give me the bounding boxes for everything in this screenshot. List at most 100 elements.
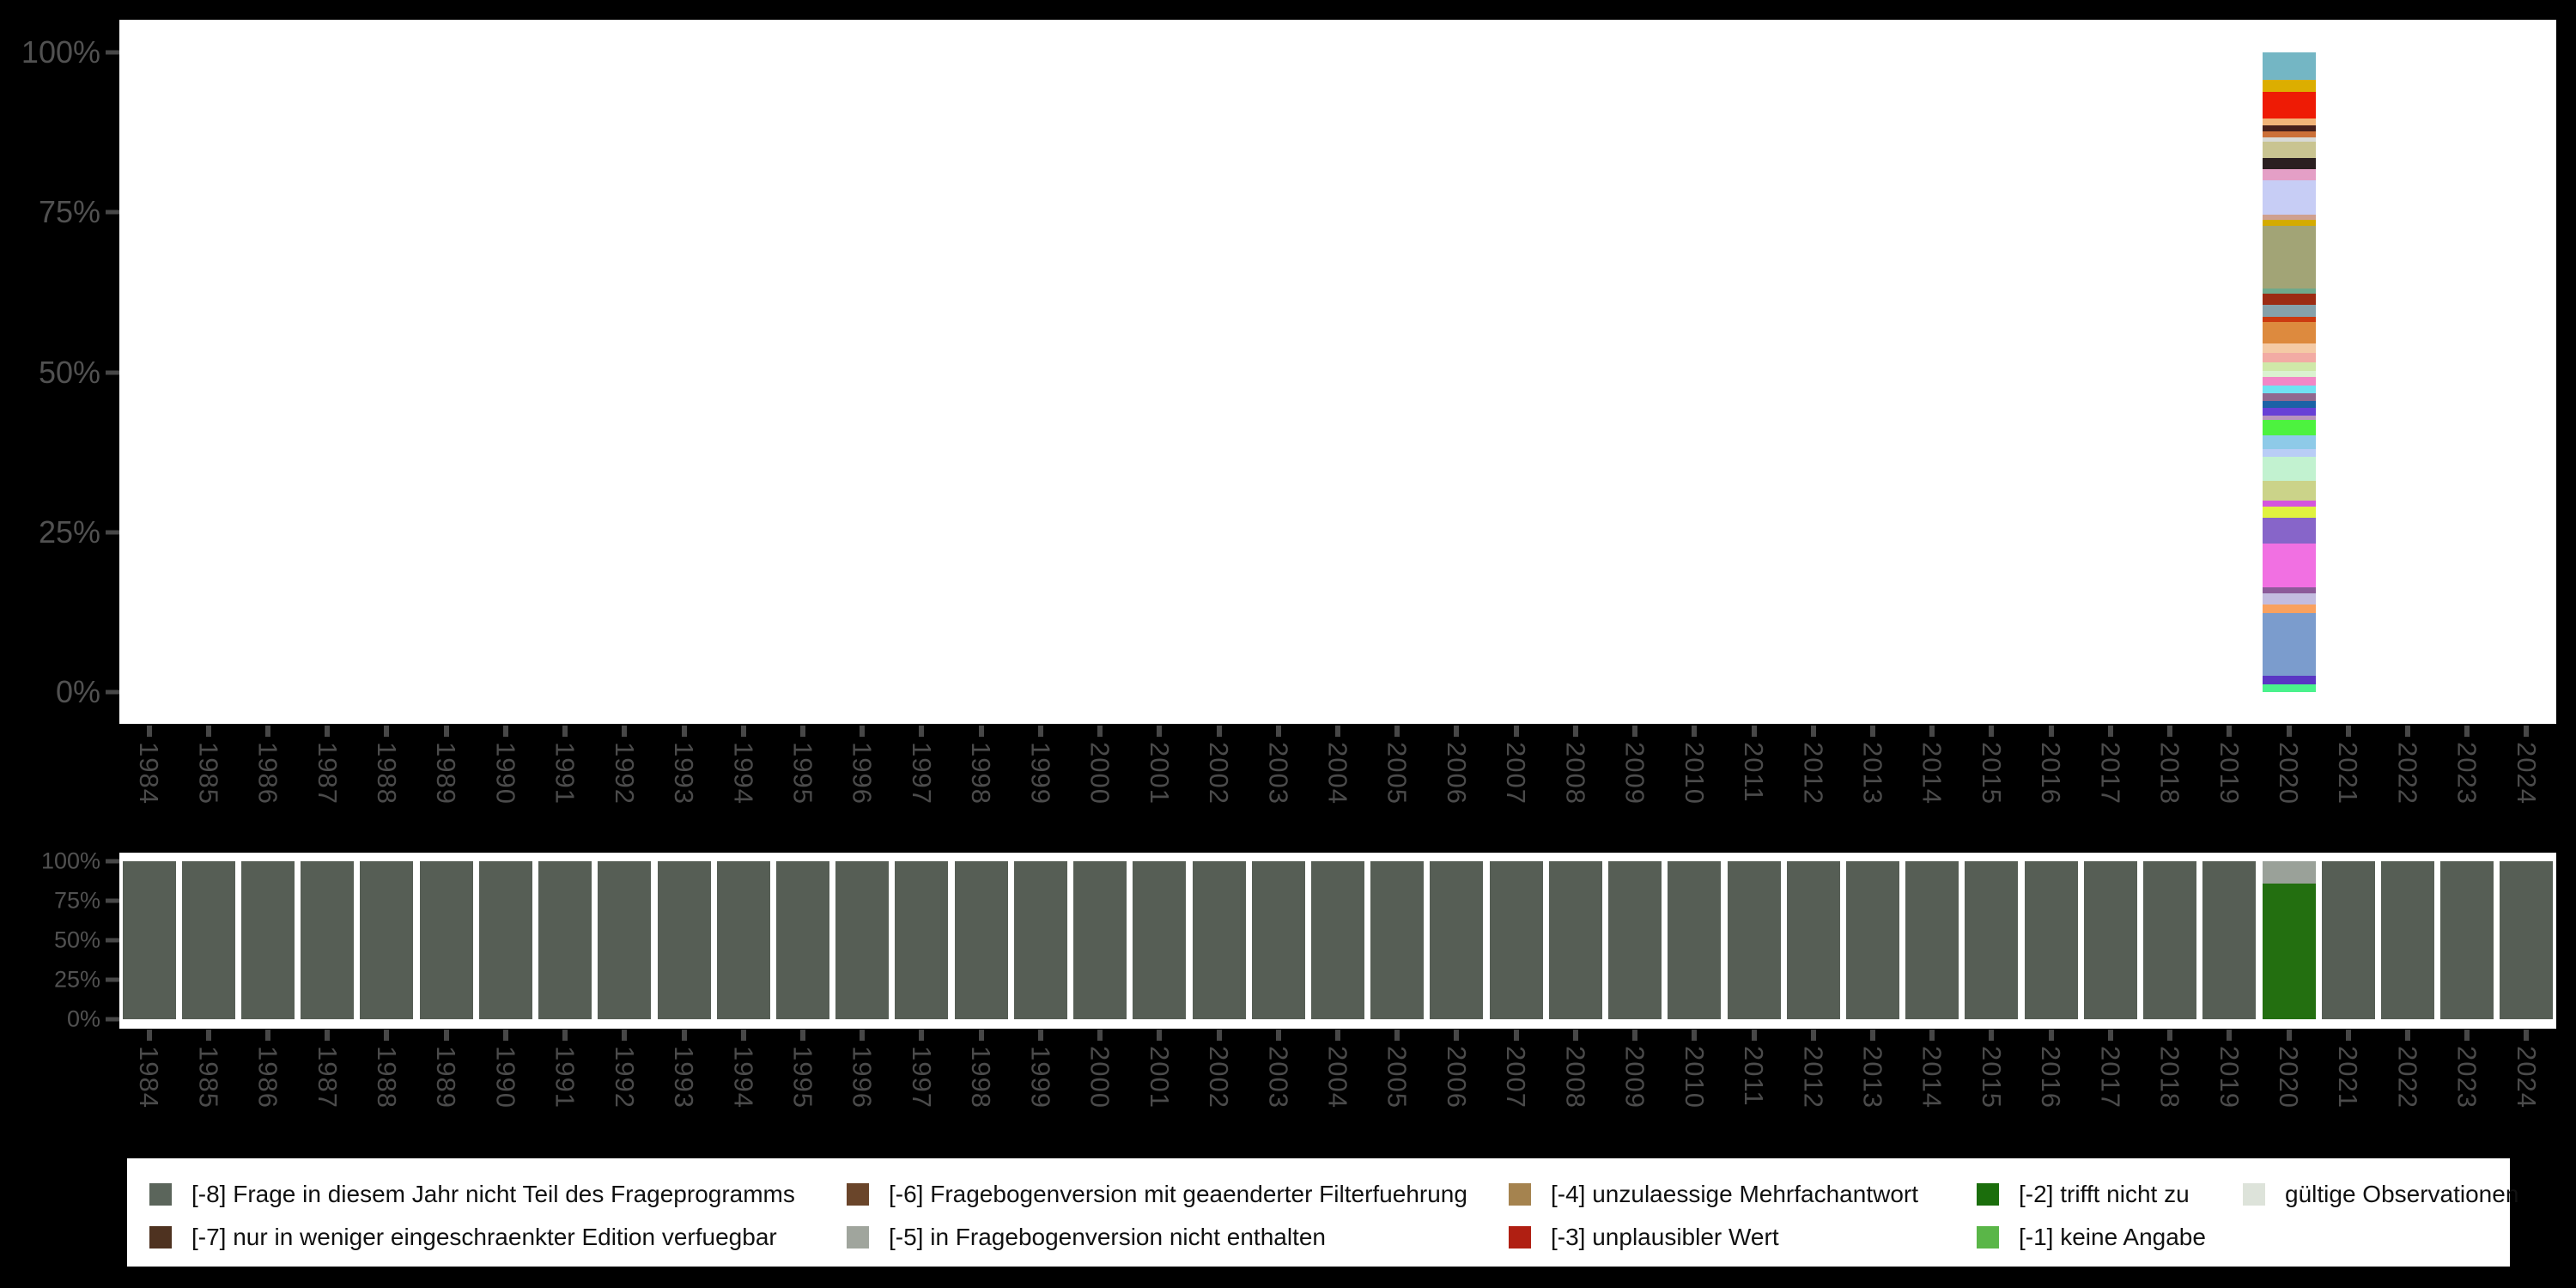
bar-segment — [2262, 361, 2316, 372]
x-tick-mark — [681, 1030, 687, 1041]
y-tick-mark — [106, 898, 119, 903]
bar-segment — [2321, 861, 2375, 1019]
year-label: 1985 — [193, 1046, 224, 1109]
x-tick-mark — [1989, 1030, 1995, 1041]
bar-segment — [2262, 392, 2316, 401]
x-tick-mark — [2107, 726, 2113, 737]
year-label: 1994 — [728, 1046, 759, 1109]
bar-segment — [2262, 91, 2316, 119]
missing-bar-2011 — [1727, 861, 1781, 1019]
bar-segment — [2262, 214, 2316, 221]
year-label: 2009 — [1619, 742, 1650, 805]
legend-item: [-8] Frage in diesem Jahr nicht Teil des… — [149, 1181, 795, 1208]
legend-swatch-icon — [1977, 1226, 1999, 1249]
year-label: 1987 — [312, 742, 343, 805]
bar-segment — [2262, 352, 2316, 362]
legend-item: [-4] unzulaessige Mehrfachantwort — [1509, 1181, 1918, 1208]
bar-segment — [2262, 457, 2316, 482]
legend-item: [-7] nur in weniger eingeschraenkter Edi… — [149, 1224, 777, 1251]
y-tick-mark — [106, 210, 119, 215]
missing-bar-2014 — [1905, 861, 1959, 1019]
legend-item: [-3] unplausibler Wert — [1509, 1224, 1779, 1251]
x-tick-mark — [1275, 1030, 1281, 1041]
year-label: 2013 — [1857, 742, 1888, 805]
bar-segment — [1905, 861, 1959, 1019]
x-tick-mark — [562, 726, 568, 737]
x-tick-mark — [681, 726, 687, 737]
x-tick-mark — [1692, 1030, 1698, 1041]
x-tick-mark — [978, 726, 984, 737]
bar-segment — [1133, 861, 1187, 1019]
bar-segment — [2262, 322, 2316, 344]
year-label: 1999 — [1025, 1046, 1056, 1109]
x-tick-mark — [1157, 726, 1163, 737]
y-axis-label: 0% — [55, 674, 100, 709]
x-tick-mark — [1454, 1030, 1460, 1041]
x-tick-mark — [2404, 726, 2410, 737]
year-label: 2021 — [2333, 742, 2364, 805]
x-tick-mark — [146, 726, 152, 737]
year-label: 2006 — [1441, 742, 1472, 805]
year-label: 1990 — [490, 1046, 521, 1109]
bar-segment — [181, 861, 235, 1019]
year-label: 2018 — [2154, 742, 2185, 805]
year-label: 2004 — [1322, 1046, 1353, 1109]
bar-segment — [538, 861, 592, 1019]
year-label: 2024 — [2511, 1046, 2542, 1109]
y-axis-label: 100% — [21, 34, 100, 70]
missing-bar-2019 — [2202, 861, 2257, 1019]
x-tick-mark — [2286, 726, 2292, 737]
x-tick-mark — [205, 726, 211, 737]
missing-bar-2023 — [2440, 861, 2494, 1019]
bar-segment — [2262, 400, 2316, 409]
x-tick-mark — [978, 1030, 984, 1041]
year-label: 1988 — [371, 1046, 402, 1109]
x-tick-mark — [1989, 726, 1995, 737]
year-label: 2012 — [1798, 1046, 1829, 1109]
bar-segment — [2262, 158, 2316, 170]
x-tick-mark — [2167, 1030, 2173, 1041]
x-tick-mark — [860, 1030, 866, 1041]
missing-bar-1984 — [122, 861, 176, 1019]
year-label: 2014 — [1917, 742, 1947, 805]
year-label: 2010 — [1679, 742, 1710, 805]
missing-bar-1992 — [598, 861, 652, 1019]
year-label: 2015 — [1976, 1046, 2007, 1109]
bar-segment — [1013, 861, 1067, 1019]
year-label: 1995 — [787, 1046, 818, 1109]
x-tick-mark — [1692, 726, 1698, 737]
x-tick-mark — [146, 1030, 152, 1041]
bar-segment — [1311, 861, 1364, 1019]
bar-segment — [2262, 118, 2316, 125]
x-tick-mark — [919, 726, 925, 737]
year-label: 2002 — [1204, 742, 1235, 805]
bar-segment — [2262, 605, 2316, 613]
missing-bar-2010 — [1668, 861, 1722, 1019]
y-axis-label: 25% — [53, 966, 100, 993]
year-label: 2018 — [2154, 1046, 2185, 1109]
year-label: 2020 — [2274, 1046, 2304, 1109]
bar-segment — [2024, 861, 2078, 1019]
missing-bar-1999 — [1013, 861, 1067, 1019]
legend-swatch-icon — [2243, 1183, 2265, 1206]
bar-segment — [2262, 343, 2316, 353]
missing-bar-2020 — [2262, 861, 2316, 1019]
year-label: 1989 — [431, 742, 462, 805]
year-label: 2022 — [2392, 1046, 2423, 1109]
year-label: 1997 — [906, 742, 937, 805]
bar-segment — [2262, 506, 2316, 519]
bar-segment — [2262, 137, 2316, 143]
y-axis-label: 50% — [53, 927, 100, 953]
year-label: 1990 — [490, 742, 521, 805]
bar-segment — [2202, 861, 2257, 1019]
legend-label: [-5] in Fragebogenversion nicht enthalte… — [889, 1224, 1326, 1250]
x-tick-mark — [502, 726, 508, 737]
x-tick-mark — [1572, 1030, 1578, 1041]
legend-item: gültige Observationen — [2243, 1181, 2518, 1208]
y-axis-label: 25% — [38, 513, 100, 550]
x-tick-mark — [2524, 726, 2530, 737]
bar-segment — [776, 861, 830, 1019]
legend-swatch-icon — [149, 1226, 172, 1249]
missing-bar-2016 — [2024, 861, 2078, 1019]
legend-label: [-6] Fragebogenversion mit geaenderter F… — [889, 1181, 1467, 1207]
